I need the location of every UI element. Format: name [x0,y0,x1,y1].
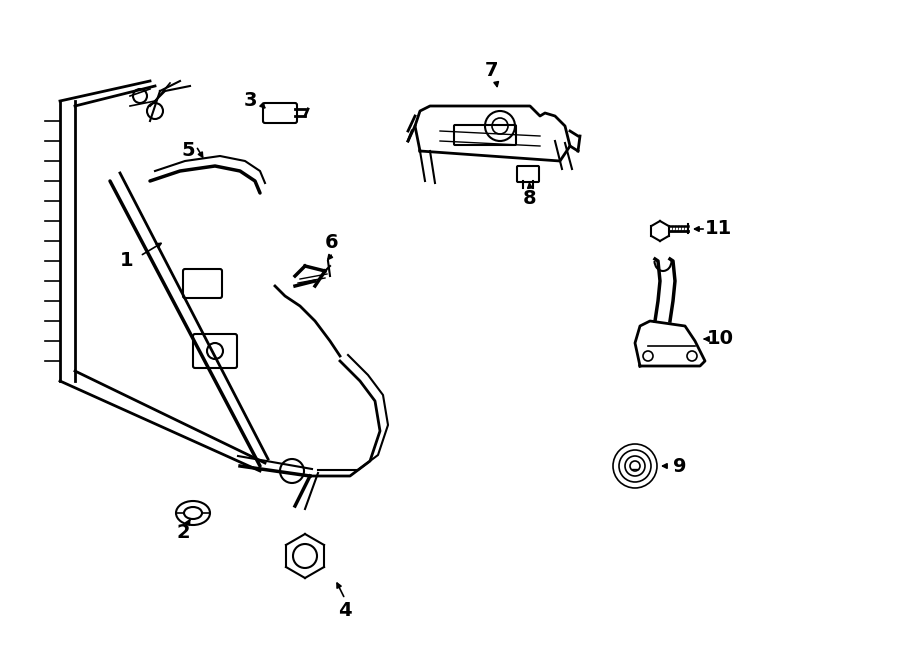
Text: 5: 5 [181,141,194,161]
Text: 9: 9 [673,457,687,475]
Text: 8: 8 [523,190,536,208]
Text: 2: 2 [176,524,190,543]
Text: 10: 10 [706,329,733,348]
Text: 6: 6 [325,233,338,253]
Text: 7: 7 [485,61,499,81]
Text: 3: 3 [243,91,256,110]
Text: 4: 4 [338,602,352,621]
Text: 1: 1 [121,251,134,270]
Text: 11: 11 [705,219,732,239]
